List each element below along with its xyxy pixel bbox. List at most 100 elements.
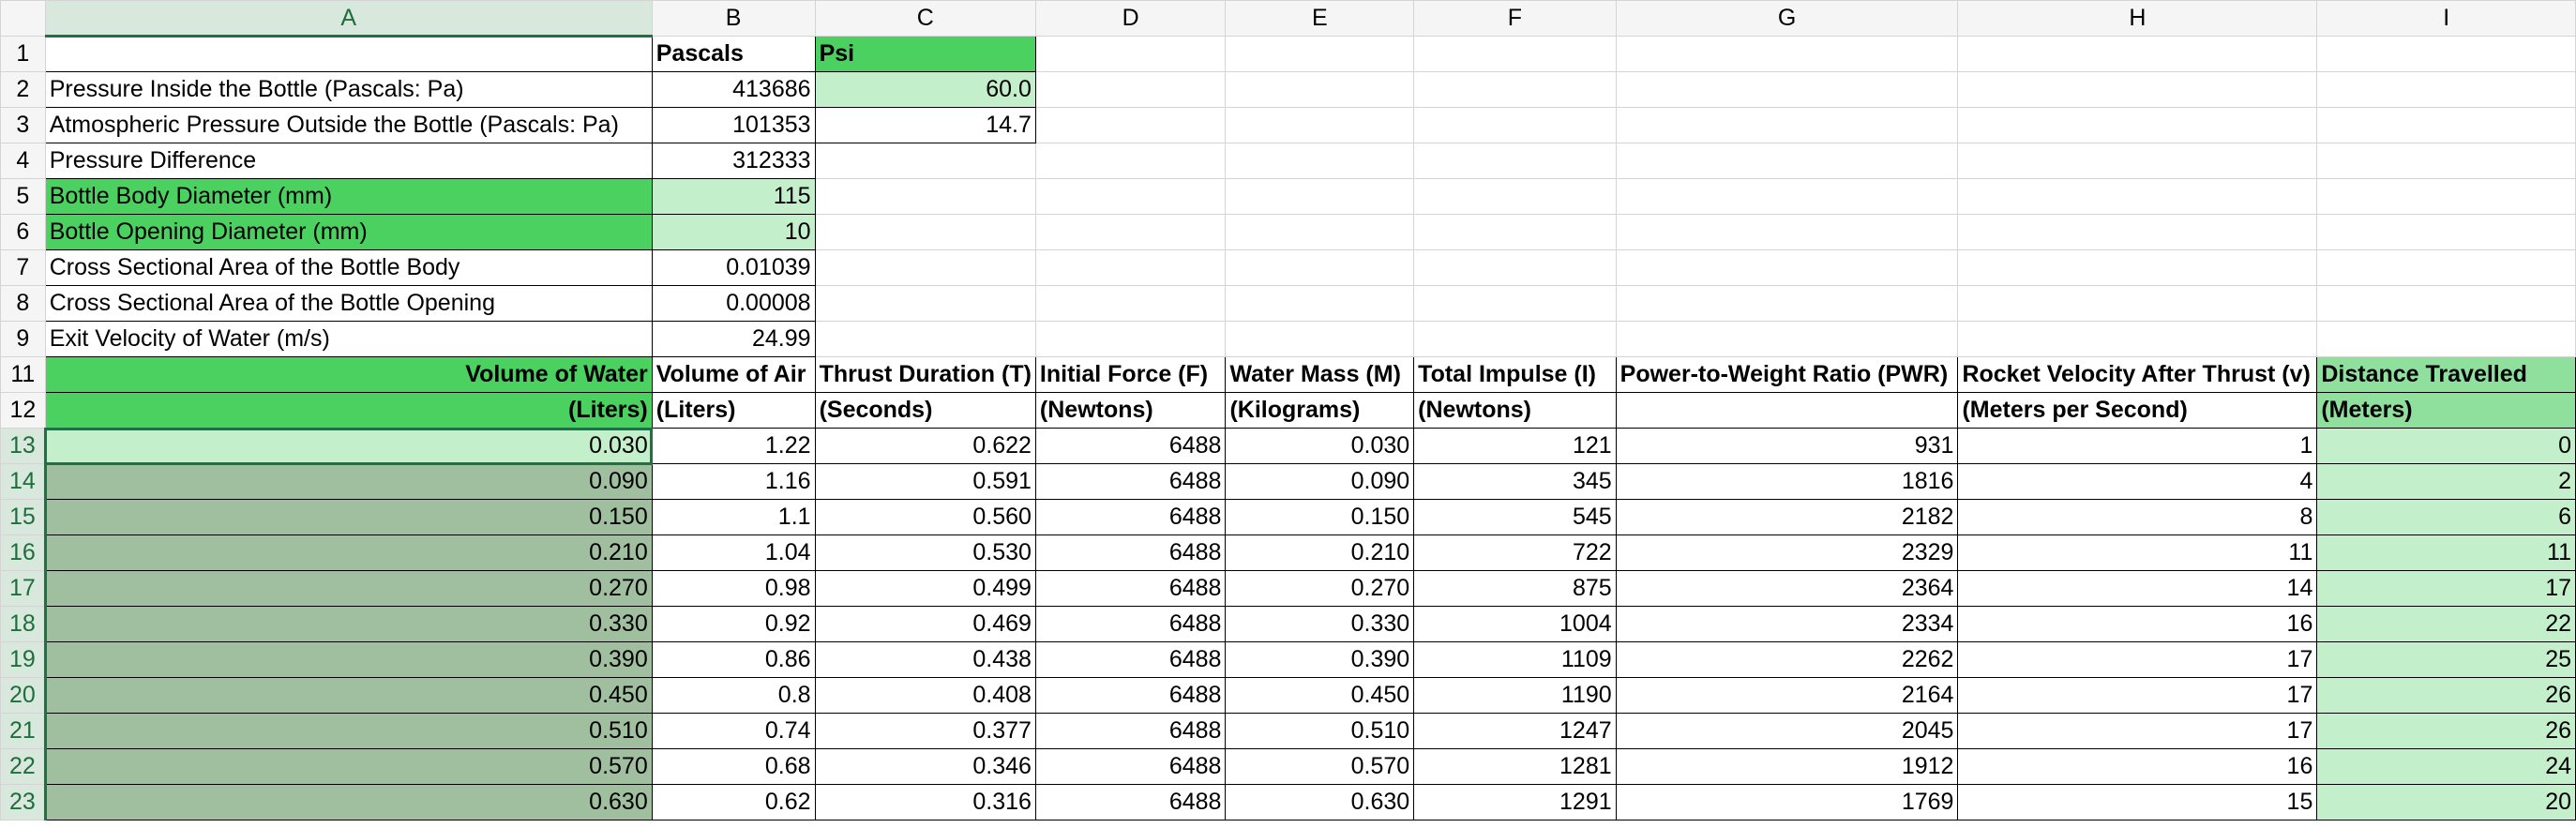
table-cell[interactable]: 1247 bbox=[1413, 713, 1617, 749]
header-cell[interactable]: (Liters) bbox=[651, 392, 816, 429]
cell-i7[interactable] bbox=[2316, 249, 2576, 286]
cell-e4[interactable] bbox=[1225, 143, 1415, 179]
table-cell[interactable]: 6488 bbox=[1034, 499, 1227, 535]
table-cell[interactable]: 1 bbox=[1957, 428, 2318, 464]
table-cell[interactable]: 0.316 bbox=[814, 784, 1036, 820]
table-cell[interactable]: 0.92 bbox=[651, 606, 816, 642]
cell-d2[interactable] bbox=[1034, 71, 1227, 108]
row-header[interactable]: 15 bbox=[0, 499, 47, 535]
table-cell[interactable]: 0.330 bbox=[44, 606, 653, 642]
table-cell[interactable]: 16 bbox=[1957, 748, 2318, 785]
table-cell[interactable]: 14 bbox=[1957, 570, 2318, 607]
column-header-e[interactable]: E bbox=[1225, 0, 1415, 37]
table-cell[interactable]: 2164 bbox=[1615, 677, 1959, 714]
table-cell[interactable]: 17 bbox=[1957, 713, 2318, 749]
table-cell[interactable]: 25 bbox=[2316, 641, 2576, 678]
cell-e7[interactable] bbox=[1225, 249, 1415, 286]
table-cell[interactable]: 0.98 bbox=[651, 570, 816, 607]
cell-c4[interactable] bbox=[814, 143, 1036, 179]
cell-f9[interactable] bbox=[1413, 321, 1617, 357]
table-cell[interactable]: 0.390 bbox=[44, 641, 653, 678]
cell-g2[interactable] bbox=[1615, 71, 1959, 108]
row-header[interactable]: 14 bbox=[0, 463, 47, 500]
table-cell[interactable]: 6488 bbox=[1034, 641, 1227, 678]
cell-a1[interactable] bbox=[44, 36, 653, 72]
row-header[interactable]: 4 bbox=[0, 143, 46, 179]
cell-g6[interactable] bbox=[1615, 214, 1959, 250]
cell-g7[interactable] bbox=[1615, 249, 1959, 286]
table-cell[interactable]: 0.270 bbox=[1225, 570, 1415, 607]
table-cell[interactable]: 1291 bbox=[1413, 784, 1617, 820]
table-cell[interactable]: 6488 bbox=[1034, 534, 1227, 571]
row-header[interactable]: 1 bbox=[0, 36, 46, 72]
cell-g3[interactable] bbox=[1615, 107, 1959, 143]
cell-b1[interactable]: Pascals bbox=[651, 36, 816, 72]
table-cell[interactable]: 0.510 bbox=[1225, 713, 1415, 749]
cell-i9[interactable] bbox=[2316, 321, 2576, 357]
header-cell[interactable]: Initial Force (F) bbox=[1034, 356, 1227, 393]
cell-e1[interactable] bbox=[1225, 36, 1415, 72]
cell-f1[interactable] bbox=[1413, 36, 1617, 72]
cell-b5[interactable]: 115 bbox=[651, 178, 816, 215]
table-cell[interactable]: 0.560 bbox=[814, 499, 1036, 535]
table-cell[interactable]: 722 bbox=[1413, 534, 1617, 571]
cell-i1[interactable] bbox=[2316, 36, 2576, 72]
table-cell[interactable]: 0.630 bbox=[1225, 784, 1415, 820]
table-cell[interactable]: 1.16 bbox=[651, 463, 816, 500]
row-header[interactable]: 12 bbox=[0, 392, 46, 429]
cell-f8[interactable] bbox=[1413, 285, 1617, 322]
table-cell[interactable]: 24 bbox=[2316, 748, 2576, 785]
cell-d6[interactable] bbox=[1034, 214, 1227, 250]
header-cell[interactable]: Volume of Water bbox=[44, 356, 653, 393]
table-cell[interactable]: 0.390 bbox=[1225, 641, 1415, 678]
cell-b2[interactable]: 413686 bbox=[651, 71, 816, 108]
table-cell[interactable]: 0.210 bbox=[44, 534, 653, 571]
cell-c6[interactable] bbox=[814, 214, 1036, 250]
cell-f2[interactable] bbox=[1413, 71, 1617, 108]
table-cell[interactable]: 6488 bbox=[1034, 677, 1227, 714]
table-cell[interactable]: 2334 bbox=[1615, 606, 1959, 642]
header-cell[interactable]: (Seconds) bbox=[814, 392, 1036, 429]
row-header[interactable]: 23 bbox=[0, 784, 47, 820]
header-cell[interactable]: Distance Travelled bbox=[2316, 356, 2576, 393]
cell-i6[interactable] bbox=[2316, 214, 2576, 250]
cell-b8[interactable]: 0.00008 bbox=[651, 285, 816, 322]
row-header[interactable]: 22 bbox=[0, 748, 47, 785]
cell-f5[interactable] bbox=[1413, 178, 1617, 215]
table-cell[interactable]: 0.622 bbox=[814, 428, 1036, 464]
column-header-i[interactable]: I bbox=[2316, 0, 2576, 37]
table-cell[interactable]: 22 bbox=[2316, 606, 2576, 642]
row-header[interactable]: 5 bbox=[0, 178, 46, 215]
cell-c7[interactable] bbox=[814, 249, 1036, 286]
table-cell[interactable]: 6488 bbox=[1034, 428, 1227, 464]
table-cell[interactable]: 0.450 bbox=[1225, 677, 1415, 714]
cell-a8[interactable]: Cross Sectional Area of the Bottle Openi… bbox=[44, 285, 653, 322]
table-cell[interactable]: 0.62 bbox=[651, 784, 816, 820]
table-cell[interactable]: 0.530 bbox=[814, 534, 1036, 571]
row-header[interactable]: 8 bbox=[0, 285, 46, 322]
table-cell[interactable]: 1109 bbox=[1413, 641, 1617, 678]
table-cell[interactable]: 6488 bbox=[1034, 713, 1227, 749]
table-cell[interactable]: 26 bbox=[2316, 677, 2576, 714]
table-cell[interactable]: 17 bbox=[1957, 677, 2318, 714]
header-cell[interactable]: (Liters) bbox=[44, 392, 653, 429]
row-header[interactable]: 19 bbox=[0, 641, 47, 678]
table-cell[interactable]: 1.04 bbox=[651, 534, 816, 571]
cell-g4[interactable] bbox=[1615, 143, 1959, 179]
table-cell[interactable]: 1.1 bbox=[651, 499, 816, 535]
table-cell[interactable]: 20 bbox=[2316, 784, 2576, 820]
header-cell[interactable]: Power-to-Weight Ratio (PWR) bbox=[1615, 356, 1959, 393]
row-header[interactable]: 18 bbox=[0, 606, 47, 642]
cell-c8[interactable] bbox=[814, 285, 1036, 322]
cell-d1[interactable] bbox=[1034, 36, 1227, 72]
table-cell[interactable]: 345 bbox=[1413, 463, 1617, 500]
table-cell[interactable]: 0.030 bbox=[1225, 428, 1415, 464]
table-cell[interactable]: 875 bbox=[1413, 570, 1617, 607]
cell-e9[interactable] bbox=[1225, 321, 1415, 357]
row-header[interactable]: 17 bbox=[0, 570, 47, 607]
table-cell[interactable]: 1816 bbox=[1615, 463, 1959, 500]
header-cell[interactable]: (Newtons) bbox=[1413, 392, 1617, 429]
cell-c1[interactable]: Psi bbox=[814, 36, 1036, 72]
row-header[interactable]: 20 bbox=[0, 677, 47, 714]
